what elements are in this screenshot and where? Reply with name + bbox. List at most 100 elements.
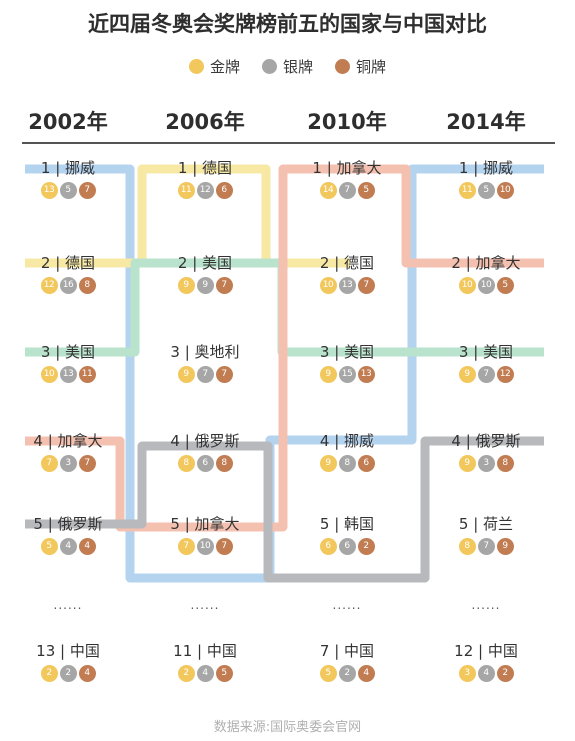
silver-medal-count: 7 <box>196 366 214 383</box>
bronze-medal-count: 7 <box>215 277 233 294</box>
country-rank-label: 1 | 挪威 <box>458 159 514 177</box>
ellipsis-2006: ...... <box>190 598 220 612</box>
bronze-medal-icon <box>335 59 350 74</box>
rank-entry-2014-3: 3 | 美国 9 7 12 <box>426 342 546 383</box>
gold-medal-count: 9 <box>319 366 337 383</box>
country-rank-label: 3 | 美国 <box>40 343 96 361</box>
rank-entry-2010-6: 7 | 中国 5 2 4 <box>287 641 407 682</box>
gold-medal-count: 2 <box>40 665 58 682</box>
silver-medal-count: 4 <box>59 538 77 555</box>
gold-medal-count: 11 <box>458 182 476 199</box>
bronze-medal-count: 11 <box>78 366 96 383</box>
bronze-medal-count: 2 <box>496 665 514 682</box>
bronze-medal-count: 7 <box>215 366 233 383</box>
bronze-medal-count: 7 <box>215 538 233 555</box>
country-rank-label: 1 | 德国 <box>177 159 233 177</box>
header-divider <box>22 142 555 144</box>
silver-medal-count: 7 <box>477 538 495 555</box>
rank-entry-2014-1: 1 | 挪威 11 5 10 <box>426 158 546 199</box>
silver-medal-count: 9 <box>196 277 214 294</box>
rank-entry-2006-3: 3 | 奥地利 9 7 7 <box>145 342 265 383</box>
bronze-medal-count: 8 <box>496 455 514 472</box>
bronze-medal-count: 5 <box>215 665 233 682</box>
bronze-medal-count: 12 <box>496 366 514 383</box>
silver-medal-icon <box>261 59 277 74</box>
legend-item-silver: 银牌 <box>261 56 313 77</box>
gold-medal-count: 10 <box>40 366 58 383</box>
medal-counts: 14 7 5 <box>287 182 407 199</box>
bronze-medal-count: 7 <box>78 182 96 199</box>
year-2014: 2014年 <box>446 110 526 134</box>
country-rank-label: 2 | 美国 <box>177 254 233 272</box>
rank-entry-2014-5: 5 | 荷兰 8 7 9 <box>426 514 546 555</box>
bronze-medal-count: 4 <box>357 665 375 682</box>
silver-medal-count: 5 <box>59 182 77 199</box>
country-rank-label: 5 | 加拿大 <box>170 515 240 533</box>
medal-counts: 10 13 7 <box>287 277 407 294</box>
year-2010: 2010年 <box>307 110 387 134</box>
country-rank-label: 2 | 德国 <box>40 254 96 272</box>
bronze-medal-count: 5 <box>357 182 375 199</box>
silver-medal-count: 6 <box>338 538 356 555</box>
bronze-medal-count: 4 <box>78 665 96 682</box>
bronze-medal-count: 8 <box>215 455 233 472</box>
bronze-medal-count: 13 <box>357 366 375 383</box>
legend-label-silver: 银牌 <box>282 58 313 76</box>
country-rank-label: 4 | 俄罗斯 <box>451 432 521 450</box>
medal-counts: 13 5 7 <box>8 182 128 199</box>
country-rank-label: 3 | 奥地利 <box>170 343 240 361</box>
bronze-medal-count: 4 <box>78 538 96 555</box>
data-source: 数据来源:国际奥委会官网 <box>213 720 362 735</box>
silver-medal-count: 13 <box>338 277 356 294</box>
country-rank-label: 2 | 加拿大 <box>451 254 521 272</box>
bronze-medal-count: 6 <box>215 182 233 199</box>
rank-entry-2002-5: 5 | 俄罗斯 5 4 4 <box>8 514 128 555</box>
silver-medal-count: 10 <box>477 277 495 294</box>
silver-medal-count: 15 <box>338 366 356 383</box>
country-rank-label: 2 | 德国 <box>319 254 375 272</box>
bronze-medal-count: 8 <box>78 277 96 294</box>
gold-medal-count: 5 <box>319 665 337 682</box>
country-rank-label: 4 | 俄罗斯 <box>170 432 240 450</box>
silver-medal-count: 8 <box>338 455 356 472</box>
gold-medal-count: 11 <box>177 182 195 199</box>
silver-medal-count: 13 <box>59 366 77 383</box>
legend-item-gold: 金牌 <box>188 56 240 77</box>
rank-entry-2014-2: 2 | 加拿大 10 10 5 <box>426 253 546 294</box>
rank-entry-2014-4: 4 | 俄罗斯 9 3 8 <box>426 431 546 472</box>
bronze-medal-count: 10 <box>496 182 514 199</box>
country-rank-label: 3 | 美国 <box>319 343 375 361</box>
ellipsis-2010: ...... <box>332 598 362 612</box>
silver-medal-count: 12 <box>196 182 214 199</box>
gold-medal-count: 10 <box>458 277 476 294</box>
bronze-medal-count: 7 <box>357 277 375 294</box>
gold-medal-count: 8 <box>458 538 476 555</box>
rank-entry-2010-3: 3 | 美国 9 15 13 <box>287 342 407 383</box>
rank-entry-2006-5: 5 | 加拿大 7 10 7 <box>145 514 265 555</box>
gold-medal-count: 14 <box>319 182 337 199</box>
route-line-usa <box>25 258 544 357</box>
gold-medal-count: 9 <box>177 366 195 383</box>
bronze-medal-count: 2 <box>357 538 375 555</box>
country-rank-label: 5 | 韩国 <box>319 515 375 533</box>
gold-medal-count: 9 <box>458 366 476 383</box>
ellipsis-2014: ...... <box>471 598 501 612</box>
medal-counts: 9 15 13 <box>287 366 407 383</box>
silver-medal-count: 6 <box>196 455 214 472</box>
ellipsis-2002: ...... <box>53 598 83 612</box>
gold-medal-count: 7 <box>177 538 195 555</box>
rank-entry-2002-1: 1 | 挪威 13 5 7 <box>8 158 128 199</box>
silver-medal-count: 2 <box>338 665 356 682</box>
gold-medal-count: 12 <box>40 277 58 294</box>
route-line-canada <box>25 164 544 532</box>
medal-counts: 10 13 11 <box>8 366 128 383</box>
medal-counts: 9 7 12 <box>426 366 546 383</box>
medal-counts: 10 10 5 <box>426 277 546 294</box>
